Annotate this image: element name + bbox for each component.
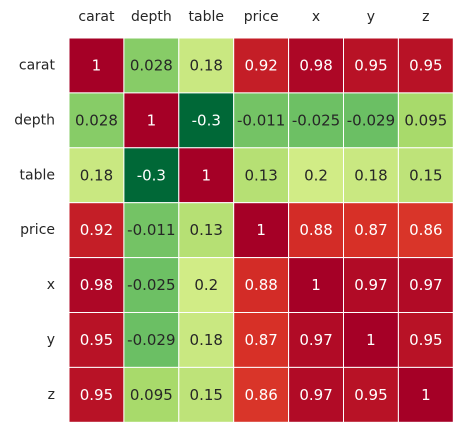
- x-tick-carat: carat: [78, 9, 115, 25]
- cell-label-z-price: 0.86: [244, 386, 277, 404]
- heatmap-cell-table-z: [397, 147, 454, 204]
- cell-label-price-x: 0.88: [299, 221, 332, 239]
- heatmap-cell-z-y: [343, 366, 399, 423]
- cell-label-z-z: 1: [421, 386, 431, 404]
- cell-label-carat-z: 0.95: [409, 56, 442, 74]
- cell-label-price-carat: 0.92: [80, 221, 113, 239]
- cell-label-y-price: 0.87: [244, 331, 277, 349]
- y-tick-y: y: [47, 332, 55, 348]
- cell-label-carat-table: 0.18: [190, 56, 223, 74]
- cell-label-z-depth: 0.095: [130, 386, 173, 404]
- heatmap-cell-z-carat: [68, 366, 125, 423]
- y-tick-labels: carat depth table price x y z: [14, 57, 55, 402]
- cell-label-z-table: 0.15: [190, 386, 223, 404]
- cell-label-table-carat: 0.18: [80, 166, 113, 184]
- cell-label-price-y: 0.87: [354, 221, 387, 239]
- cell-label-y-carat: 0.95: [80, 331, 113, 349]
- cell-label-y-table: 0.18: [190, 331, 223, 349]
- cell-label-depth-z: 0.095: [404, 111, 447, 129]
- cell-label-x-carat: 0.98: [80, 276, 113, 294]
- heatmap-cell-z-price: [233, 366, 290, 423]
- heatmap-cell-carat-table: [178, 37, 235, 94]
- cell-label-depth-x: -0.025: [292, 111, 340, 129]
- heatmap-cell-y-carat: [68, 312, 125, 368]
- heatmap-cell-price-carat: [68, 202, 125, 259]
- y-tick-z: z: [48, 387, 55, 403]
- cell-label-depth-depth: 1: [147, 111, 157, 129]
- cell-label-depth-price: -0.011: [237, 111, 285, 129]
- cell-label-price-table: 0.13: [190, 221, 223, 239]
- heatmap-cell-z-z: [397, 366, 454, 423]
- heatmap-cell-depth-carat: [68, 92, 125, 149]
- y-tick-price: price: [20, 222, 55, 238]
- heatmap-cell-carat-y: [343, 37, 399, 94]
- x-tick-x: x: [312, 9, 320, 25]
- cell-label-y-depth: -0.029: [127, 331, 175, 349]
- heatmap-cell-x-table: [178, 257, 235, 314]
- heatmap-cell-y-price: [233, 312, 290, 368]
- cell-label-table-depth: -0.3: [137, 166, 166, 184]
- heatmap-cell-table-x: [288, 147, 345, 204]
- heatmap-cell-price-z: [397, 202, 454, 259]
- cell-label-x-price: 0.88: [244, 276, 277, 294]
- cell-label-y-x: 0.97: [299, 331, 332, 349]
- heatmap-cell-z-x: [288, 366, 345, 423]
- cell-label-table-table: 1: [201, 166, 211, 184]
- heatmap-cell-table-price: [233, 147, 290, 204]
- cell-label-x-depth: -0.025: [127, 276, 175, 294]
- cell-label-carat-carat: 1: [92, 56, 102, 74]
- cell-label-x-x: 1: [311, 276, 321, 294]
- x-tick-labels: carat depth table price x y z: [78, 9, 429, 25]
- heatmap-cell-price-y: [343, 202, 399, 259]
- y-tick-depth: depth: [14, 112, 55, 128]
- heatmap-cell-y-depth: [123, 312, 180, 368]
- y-tick-table: table: [20, 167, 55, 183]
- cell-label-z-carat: 0.95: [80, 386, 113, 404]
- heatmap-cell-table-table: [178, 147, 235, 204]
- heatmap-cell-carat-carat: [68, 37, 125, 94]
- cell-label-price-depth: -0.011: [127, 221, 175, 239]
- cell-label-table-y: 0.18: [354, 166, 387, 184]
- cell-label-price-price: 1: [256, 221, 266, 239]
- cell-label-price-z: 0.86: [409, 221, 442, 239]
- heatmap-cell-carat-depth: [123, 37, 180, 94]
- y-tick-x: x: [47, 277, 55, 293]
- cell-label-depth-table: -0.3: [192, 111, 221, 129]
- heatmap-cell-table-y: [343, 147, 399, 204]
- y-tick-carat: carat: [19, 57, 56, 73]
- cell-label-table-x: 0.2: [304, 166, 328, 184]
- cell-label-carat-x: 0.98: [299, 56, 332, 74]
- heatmap-cell-price-price: [233, 202, 290, 259]
- x-tick-z: z: [422, 9, 429, 25]
- cell-label-depth-y: -0.029: [347, 111, 395, 129]
- x-tick-depth: depth: [131, 9, 172, 25]
- x-tick-y: y: [367, 9, 375, 25]
- cell-label-depth-carat: 0.028: [75, 111, 118, 129]
- cell-label-x-y: 0.97: [354, 276, 387, 294]
- heatmap-cell-table-depth: [123, 147, 180, 204]
- cell-label-carat-price: 0.92: [244, 56, 277, 74]
- x-tick-table: table: [189, 9, 224, 25]
- cell-label-carat-y: 0.95: [354, 56, 387, 74]
- cell-label-x-table: 0.2: [194, 276, 218, 294]
- cell-label-x-z: 0.97: [409, 276, 442, 294]
- heatmap-cell-y-x: [288, 312, 345, 368]
- heatmap-cell-price-depth: [123, 202, 180, 259]
- heatmap-cell-x-carat: [68, 257, 125, 314]
- cell-label-table-z: 0.15: [409, 166, 442, 184]
- cell-label-table-price: 0.13: [244, 166, 277, 184]
- heatmap-cell-y-z: [397, 312, 454, 368]
- heatmap-cell-depth-table: [178, 92, 235, 149]
- cell-label-carat-depth: 0.028: [130, 56, 173, 74]
- heatmap-cell-depth-x: [288, 92, 345, 149]
- heatmap-cell-z-table: [178, 366, 235, 423]
- heatmap-cell-depth-z: [397, 92, 454, 149]
- cell-label-z-y: 0.95: [354, 386, 387, 404]
- cell-label-y-y: 1: [366, 331, 376, 349]
- heatmap-cells: 1 0.028 0.18 0.92 0.98 0.95 0.95 0.028 1 -0.3 -0.0…: [68, 37, 454, 423]
- x-tick-price: price: [244, 9, 279, 25]
- cell-label-z-x: 0.97: [299, 386, 332, 404]
- cell-label-y-z: 0.95: [409, 331, 442, 349]
